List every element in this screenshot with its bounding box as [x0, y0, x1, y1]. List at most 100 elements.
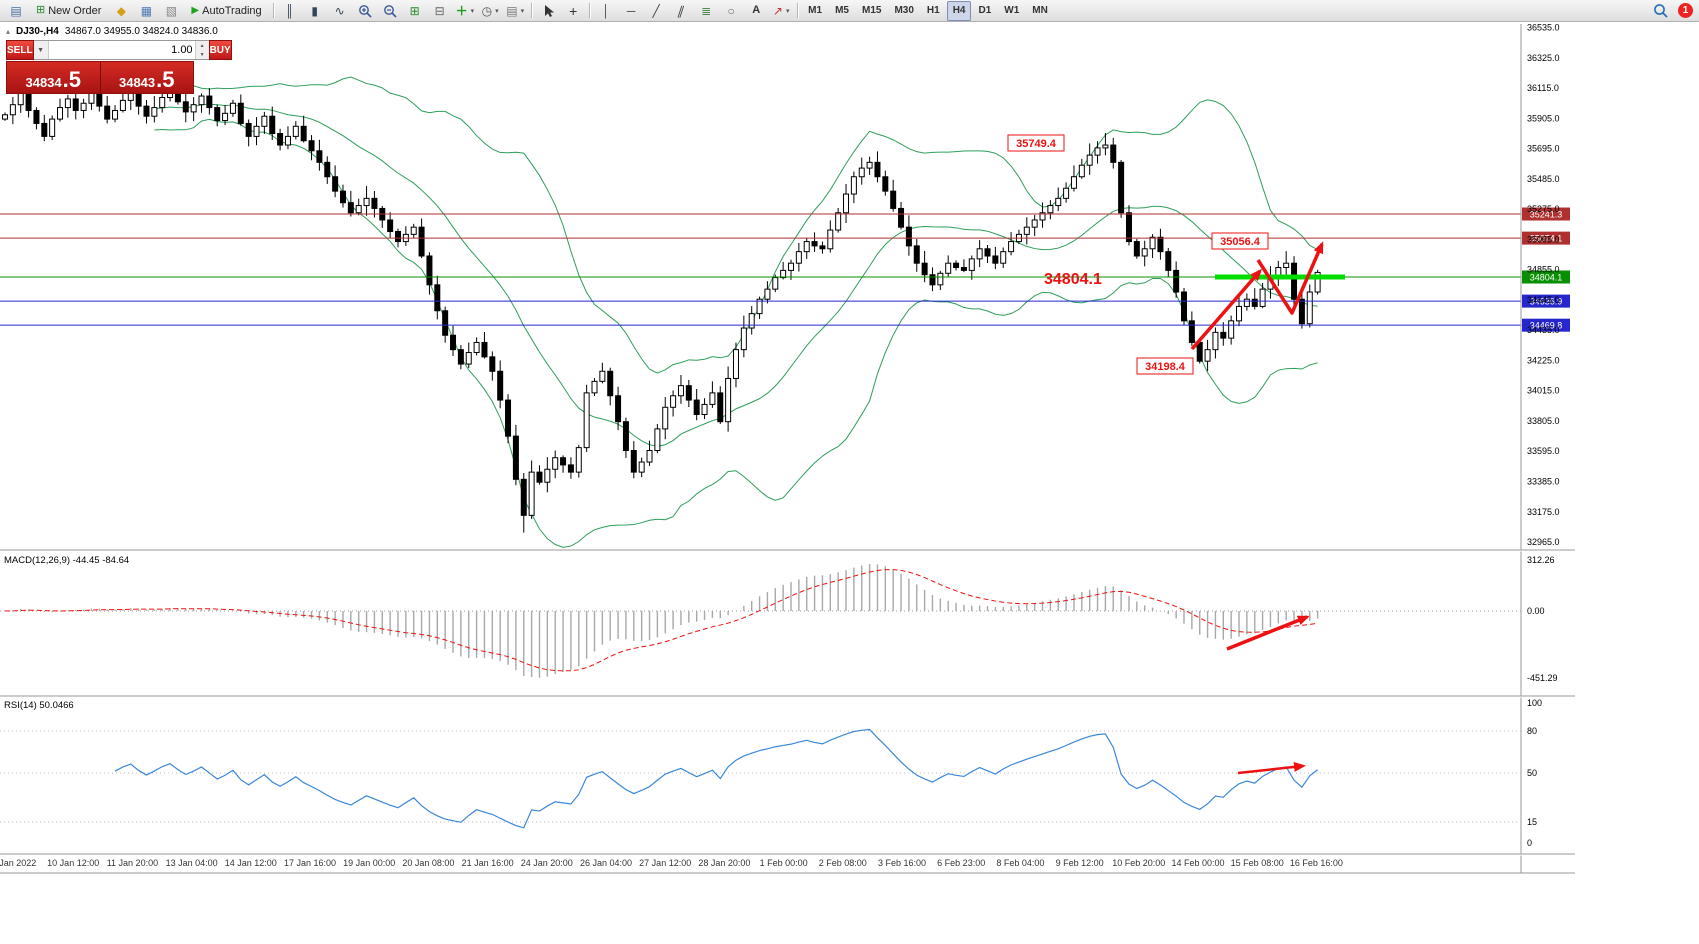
- autotrading-button[interactable]: ▶ AutoTrading: [184, 1, 268, 21]
- toolbar-separator: [272, 3, 274, 18]
- svg-text:34198.4: 34198.4: [1145, 361, 1186, 373]
- svg-text:35485.0: 35485.0: [1527, 174, 1560, 184]
- tile-windows-button[interactable]: ⊞: [403, 1, 427, 21]
- crosshair-button[interactable]: +: [561, 1, 585, 21]
- profiles-button[interactable]: ▧: [159, 1, 183, 21]
- templates-button[interactable]: ▤ ▾: [503, 1, 527, 21]
- svg-text:16 Feb 16:00: 16 Feb 16:00: [1290, 858, 1343, 868]
- bar-chart-icon: ║: [285, 3, 294, 18]
- svg-text:33595.0: 33595.0: [1527, 446, 1560, 456]
- horizontal-line-icon: ─: [626, 3, 636, 18]
- svg-text:33385.0: 33385.0: [1527, 476, 1560, 486]
- timeframe-m30[interactable]: M30: [894, 5, 914, 16]
- svg-text:28 Jan 20:00: 28 Jan 20:00: [698, 858, 750, 868]
- svg-text:RSI(14) 50.0466: RSI(14) 50.0466: [4, 700, 74, 711]
- volume-up-button[interactable]: ▲: [195, 41, 209, 50]
- volume-input[interactable]: [48, 41, 195, 59]
- indicators-plus-icon: ＋: [455, 3, 468, 18]
- horizontal-line-button[interactable]: ─: [619, 1, 643, 21]
- volume-down-button[interactable]: ▼: [195, 50, 209, 59]
- new-order-icon: ⊞: [36, 4, 46, 16]
- buy-button[interactable]: BUY: [208, 40, 232, 60]
- svg-text:36115.0: 36115.0: [1527, 83, 1559, 93]
- sell-price-int: 34834: [25, 74, 62, 90]
- chart-list-button[interactable]: ▦: [134, 1, 158, 21]
- chart-symbol-header: ▴ DJ30-,H4 34867.0 34955.0 34824.0 34836…: [6, 26, 218, 37]
- vertical-line-button[interactable]: │: [594, 1, 618, 21]
- chevron-down-icon: ▾: [520, 7, 525, 15]
- search-icon: [1653, 4, 1668, 18]
- svg-text:34015.0: 34015.0: [1527, 386, 1560, 396]
- timeframe-h4[interactable]: H4: [946, 0, 972, 21]
- notification-badge[interactable]: 1: [1678, 3, 1693, 18]
- svg-text:34225.0: 34225.0: [1527, 355, 1560, 365]
- svg-text:11 Jan 20:00: 11 Jan 20:00: [107, 858, 158, 868]
- svg-text:33175.0: 33175.0: [1527, 507, 1560, 517]
- expert-advisors-button[interactable]: ◆: [109, 1, 133, 21]
- svg-text:3 Feb 16:00: 3 Feb 16:00: [878, 858, 926, 868]
- svg-text:34804.1: 34804.1: [1530, 273, 1563, 283]
- channel-icon: ∥: [675, 3, 687, 18]
- indicators-button[interactable]: ＋ ▾: [453, 1, 478, 21]
- zoom-in-icon: [358, 4, 372, 18]
- cursor-button[interactable]: [536, 1, 560, 21]
- volume-dropdown[interactable]: ▼: [33, 41, 49, 59]
- bar-chart-button[interactable]: ║: [278, 1, 302, 21]
- chart-shift-marker-icon: ▴: [6, 27, 11, 36]
- charts-icon: ▦: [140, 3, 153, 18]
- svg-text:35275.0: 35275.0: [1527, 204, 1560, 214]
- buy-price[interactable]: 34843 .5: [101, 62, 194, 93]
- svg-text:21 Jan 16:00: 21 Jan 16:00: [462, 858, 514, 868]
- svg-text:34636.9: 34636.9: [1530, 297, 1563, 307]
- svg-text:35056.4: 35056.4: [1220, 236, 1261, 248]
- timeframe-h1[interactable]: H1: [926, 5, 940, 16]
- trendline-icon: ╱: [652, 3, 660, 18]
- one-click-trading-panel: SELL ▼ ▲ ▼ BUY 34834 .5 34843 .5: [6, 40, 232, 94]
- svg-text:36535.0: 36535.0: [1527, 23, 1560, 33]
- svg-text:33805.0: 33805.0: [1527, 416, 1560, 426]
- timeframe-m5[interactable]: M5: [835, 5, 849, 16]
- svg-text:32965.0: 32965.0: [1527, 537, 1560, 547]
- chevron-down-icon: ▼: [37, 46, 45, 54]
- channel-button[interactable]: ∥: [669, 1, 693, 21]
- line-chart-icon: ∿: [334, 3, 345, 18]
- zoom-in-button[interactable]: [353, 1, 377, 21]
- timeframe-d1[interactable]: D1: [978, 5, 992, 16]
- timeframe-m15[interactable]: M15: [861, 5, 882, 16]
- chevron-down-icon: ▾: [495, 7, 499, 15]
- sell-price[interactable]: 34834 .5: [7, 62, 101, 93]
- periods-button[interactable]: ◷ ▾: [478, 1, 502, 21]
- profiles-icon: ▧: [165, 3, 178, 18]
- timeframe-m1[interactable]: M1: [808, 5, 823, 16]
- toolbar-separator: [797, 3, 799, 18]
- timeframe-mn[interactable]: MN: [1032, 5, 1048, 16]
- new-order-button[interactable]: ⊞ New Order: [29, 1, 108, 21]
- svg-text:35749.4: 35749.4: [1016, 138, 1057, 150]
- autotrading-play-icon: ▶: [191, 4, 200, 16]
- svg-text:26 Jan 04:00: 26 Jan 04:00: [580, 858, 632, 868]
- zoom-out-button[interactable]: [378, 1, 402, 21]
- fibonacci-button[interactable]: ≣: [694, 1, 718, 21]
- candlestick-chart-button[interactable]: ▮: [303, 1, 327, 21]
- timeframe-w1[interactable]: W1: [1004, 5, 1020, 16]
- buy-price-frac: .5: [156, 67, 175, 93]
- volume-box: ▼ ▲ ▼: [33, 40, 209, 60]
- sell-button[interactable]: SELL: [6, 40, 34, 60]
- svg-text:MACD(12,26,9) -44.45 -84.64: MACD(12,26,9) -44.45 -84.64: [4, 555, 129, 566]
- svg-text:50: 50: [1527, 768, 1537, 778]
- text-button[interactable]: A: [744, 1, 768, 21]
- svg-text:34435.0: 34435.0: [1527, 325, 1560, 335]
- chart-window-icon: ▤: [10, 3, 22, 18]
- svg-text:0: 0: [1527, 838, 1532, 848]
- line-chart-button[interactable]: ∿: [328, 1, 352, 21]
- trendline-button[interactable]: ╱: [644, 1, 668, 21]
- arrows-objects-button[interactable]: ↗ ▾: [769, 1, 793, 21]
- svg-text:35074.1: 35074.1: [1530, 234, 1563, 244]
- search-button[interactable]: [1648, 1, 1672, 21]
- arrange-windows-button[interactable]: ⊟: [428, 1, 452, 21]
- new-chart-button[interactable]: ▤: [4, 1, 28, 21]
- svg-text:100: 100: [1527, 698, 1542, 708]
- shapes-button[interactable]: ○: [719, 1, 743, 21]
